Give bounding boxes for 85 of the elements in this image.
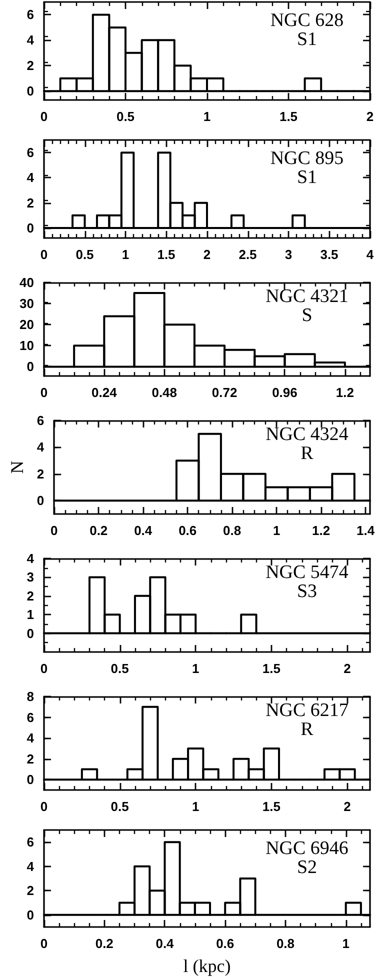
y-tick-label: 6 [26, 7, 34, 22]
y-tick-label: 0 [36, 493, 44, 508]
y-tick-label: 4 [36, 440, 45, 455]
x-axis-title: l (kpc) [183, 956, 231, 976]
x-tick-label: 1.5 [279, 109, 298, 124]
x-tick-label: 1 [192, 661, 200, 676]
x-tick-label: 2 [344, 661, 351, 676]
x-tick-label: 2 [344, 799, 351, 814]
x-tick-label: 1 [192, 799, 200, 814]
x-tick-label: 1.5 [262, 799, 280, 814]
x-tick-label: 0.4 [134, 523, 153, 538]
x-tick-label: 1.2 [336, 385, 354, 400]
y-tick-label: 20 [20, 317, 34, 332]
x-tick-label: 1.5 [157, 247, 176, 262]
x-tick-label: 1 [203, 109, 211, 124]
y-tick-label: 30 [20, 296, 34, 312]
y-tick-label: 0 [26, 626, 34, 641]
x-tick-label: 0.5 [116, 109, 135, 124]
x-tick-label: 0.4 [156, 936, 175, 951]
x-tick-label: 0.6 [216, 936, 234, 951]
y-tick-label: 6 [26, 145, 34, 160]
y-tick-label: 2 [26, 883, 34, 898]
y-tick-label: 8 [26, 689, 34, 704]
x-tick-label: 1 [122, 247, 130, 262]
x-tick-label: 3 [284, 247, 292, 262]
x-tick-label: 2 [203, 247, 211, 262]
x-tick-label: 0.5 [110, 799, 129, 814]
chart-title: NGC 895 [270, 148, 344, 169]
x-tick-label: 0.2 [95, 936, 114, 951]
x-tick-label: 3.5 [320, 247, 338, 262]
y-tick-label: 0 [26, 84, 34, 99]
chart-title: NGC 4321 [266, 286, 348, 307]
x-tick-label: 0.72 [212, 385, 238, 400]
x-tick-label: 0.5 [76, 247, 94, 262]
text: S [302, 305, 312, 326]
x-tick-label: 1.4 [356, 523, 376, 538]
y-tick-label: 4 [26, 858, 35, 874]
x-tick-label: 1 [342, 936, 350, 951]
y-tick-label: 0 [26, 359, 34, 374]
y-tick-label: 2 [26, 195, 34, 210]
text: S2 [296, 857, 318, 878]
x-tick-label: 1 [272, 523, 280, 538]
x-tick-label: 2.5 [238, 247, 257, 262]
y-tick-label: 2 [36, 466, 44, 482]
x-tick-label: 2 [366, 109, 374, 124]
x-tick-label: 0.6 [178, 523, 197, 538]
x-tick-label: 1.2 [312, 523, 330, 538]
chart-title: NGC 4324 [266, 424, 349, 445]
chart-title: NGC 5474 [266, 562, 349, 583]
x-tick-label: 0.96 [272, 385, 298, 400]
y-tick-label: 0 [26, 907, 34, 922]
chart-title: NGC 628 [270, 10, 344, 31]
y-tick-label: 4 [26, 551, 35, 566]
y-tick-label: 1 [26, 607, 34, 622]
y-tick-label: 0 [26, 772, 34, 788]
x-tick-label: 0.8 [223, 523, 242, 538]
y-tick-label: 6 [26, 834, 34, 850]
y-tick-label: 4 [26, 32, 35, 48]
x-tick-label: 0.48 [152, 385, 178, 400]
x-tick-label: 4 [366, 247, 374, 262]
text: S1 [296, 167, 318, 188]
y-tick-label: 2 [26, 58, 34, 74]
y-tick-label: 0 [26, 220, 34, 236]
y-tick-label: 6 [26, 710, 34, 725]
y-tick-label: 40 [20, 275, 34, 290]
y-axis-title: N [7, 460, 27, 474]
x-tick-label: 1.5 [262, 661, 280, 676]
x-tick-label: 0 [50, 523, 58, 538]
text: S3 [296, 581, 318, 602]
text: R [300, 443, 314, 464]
y-tick-label: 6 [36, 413, 44, 428]
y-tick-label: 4 [26, 170, 35, 186]
y-tick-label: 4 [26, 730, 35, 746]
x-tick-label: 0.24 [92, 385, 118, 400]
y-tick-label: 2 [26, 751, 34, 766]
x-tick-label: 0.8 [276, 936, 295, 951]
text: R [300, 719, 314, 740]
y-tick-label: 2 [26, 588, 34, 604]
text: S1 [296, 29, 318, 50]
y-tick-label: 10 [20, 338, 34, 354]
x-tick-label: 0.5 [110, 661, 129, 676]
chart-title: NGC 6217 [266, 700, 348, 721]
y-tick-label: 3 [26, 570, 34, 585]
chart-title: NGC 6946 [266, 838, 348, 859]
x-tick-label: 0.2 [90, 523, 108, 538]
